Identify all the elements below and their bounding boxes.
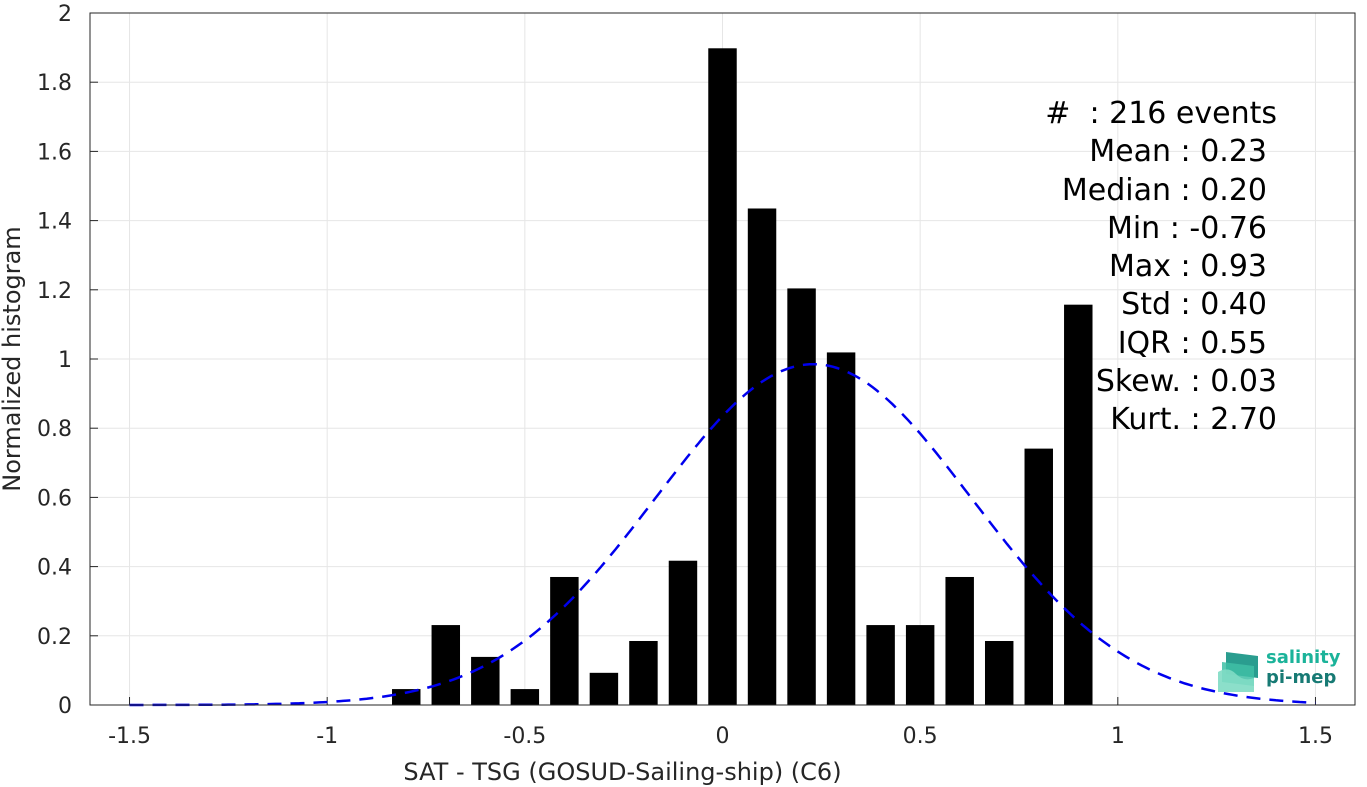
x-tick-labels: -1.5 -1 -0.5 0 0.5 1 1.5 (108, 724, 1333, 749)
y-tick-label: 0.6 (37, 486, 72, 511)
histogram-bar (787, 288, 815, 705)
histogram-bar (985, 641, 1013, 705)
histogram-bar (511, 689, 539, 705)
stat-kurt: Kurt. : 2.70 (1045, 401, 1277, 439)
histogram-bar (827, 352, 855, 705)
y-tick-label: 1.4 (37, 210, 72, 235)
x-axis-label: SAT - TSG (GOSUD-Sailing-ship) (C6) (403, 758, 841, 786)
histogram-bar (432, 625, 460, 705)
stat-count: # : 216 events (1045, 95, 1277, 133)
x-tick-label: 0.5 (903, 724, 938, 749)
stat-min: Min : -0.76 (1045, 210, 1267, 248)
histogram-bar (945, 577, 973, 705)
y-tick-label: 0.8 (37, 417, 72, 442)
x-tick-label: -1 (316, 724, 338, 749)
logo-wave-icon (1218, 648, 1262, 694)
x-tick-label: -0.5 (503, 724, 546, 749)
x-tick-label: 1.5 (1298, 724, 1333, 749)
y-tick-label: 0.4 (37, 556, 72, 581)
stat-mean: Mean : 0.23 (1045, 133, 1267, 171)
logo-line2: pi-mep (1266, 668, 1341, 688)
histogram-bar (748, 208, 776, 705)
logo-line1: salinity (1266, 648, 1341, 668)
stat-iqr: IQR : 0.55 (1045, 325, 1267, 363)
histogram-bar (471, 657, 499, 705)
histogram-bars (392, 48, 1092, 705)
y-tick-label: 1.6 (37, 140, 72, 165)
y-tick-label: 0.2 (37, 625, 72, 650)
x-tick-label: 0 (716, 724, 730, 749)
histogram-bar (669, 561, 697, 705)
histogram-bar (1025, 449, 1053, 705)
y-tick-label: 0 (58, 694, 72, 719)
stat-max: Max : 0.93 (1045, 248, 1267, 286)
histogram-bar (590, 673, 618, 705)
stat-median: Median : 0.20 (1045, 172, 1267, 210)
y-tick-label: 1.8 (37, 71, 72, 96)
histogram-bar (906, 625, 934, 705)
y-tick-label: 1 (58, 348, 72, 373)
histogram-bar (629, 641, 657, 705)
statistics-box: # : 216 events Mean : 0.23 Median : 0.20… (1045, 95, 1277, 440)
x-tick-label: -1.5 (108, 724, 151, 749)
y-tick-label: 2 (58, 2, 72, 27)
stat-std: Std : 0.40 (1045, 286, 1267, 324)
y-tick-labels: 0 0.2 0.4 0.6 0.8 1 1.2 1.4 1.6 1.8 2 (37, 2, 72, 719)
y-tick-label: 1.2 (37, 279, 72, 304)
y-axis-label: Normalized histogram (0, 226, 26, 491)
histogram-bar (866, 625, 894, 705)
histogram-bar (708, 48, 736, 705)
stat-skew: Skew. : 0.03 (1045, 363, 1277, 401)
histogram-bar (550, 577, 578, 705)
salinity-pi-mep-logo: salinity pi-mep (1218, 648, 1346, 694)
x-tick-label: 1 (1111, 724, 1125, 749)
